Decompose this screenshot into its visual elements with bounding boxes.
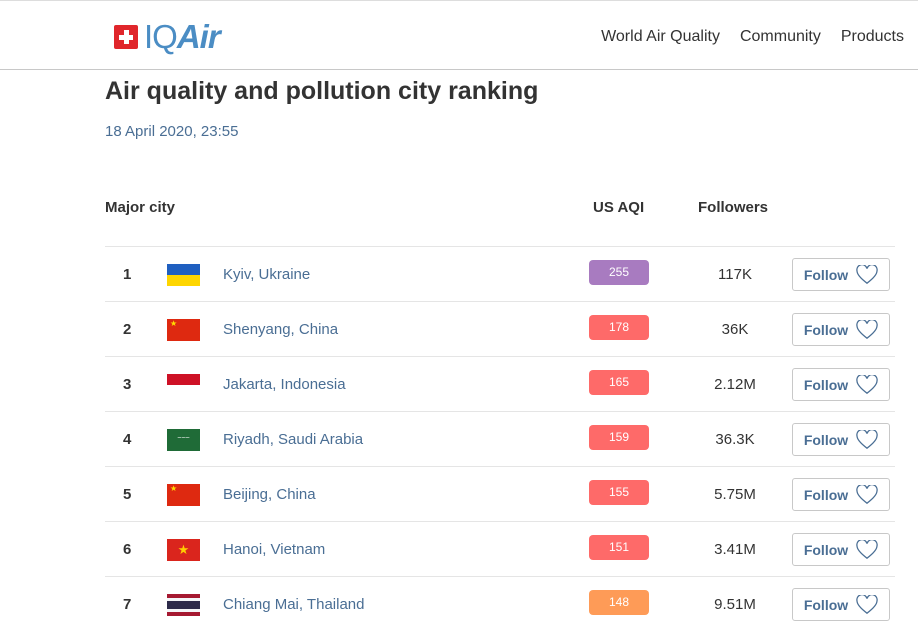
city-link[interactable]: Shenyang, China — [223, 321, 339, 338]
table-row: 6 ★ Hanoi, Vietnam 151 3.41M Follow — [105, 521, 895, 576]
rank: 7 — [123, 596, 132, 613]
follow-button[interactable]: Follow — [792, 368, 890, 401]
heart-icon — [856, 539, 878, 559]
saudi-arabia-flag-icon: ~~~ — [167, 429, 200, 451]
table-row: 3 Jakarta, Indonesia 165 2.12M Follow — [105, 356, 895, 411]
logo-text: IQAir — [144, 18, 221, 55]
follow-label: Follow — [803, 431, 849, 448]
vietnam-flag-icon: ★ — [167, 539, 200, 561]
aqi-badge: 148 — [589, 590, 649, 615]
heart-icon — [856, 429, 878, 449]
city-link[interactable]: Kyiv, Ukraine — [223, 266, 311, 283]
heart-icon — [856, 264, 878, 284]
page-title: Air quality and pollution city ranking — [105, 77, 539, 105]
aqi-badge: 155 — [589, 480, 649, 505]
followers-count: 36.3K — [715, 431, 755, 448]
heart-icon — [856, 374, 878, 394]
iqair-logo[interactable]: IQAir — [114, 18, 221, 55]
ranking-date: 18 April 2020, 23:55 — [105, 123, 239, 140]
follow-label: Follow — [803, 541, 849, 558]
table-row: 2 ★ Shenyang, China 178 36K Follow — [105, 301, 895, 356]
follow-button[interactable]: Follow — [792, 423, 890, 456]
header-us-aqi: US AQI — [593, 199, 645, 216]
follow-label: Follow — [803, 376, 849, 393]
aqi-badge: 159 — [589, 425, 649, 450]
swiss-flag-icon — [114, 25, 138, 49]
heart-icon — [856, 319, 878, 339]
rank: 4 — [123, 431, 132, 448]
follow-button[interactable]: Follow — [792, 533, 890, 566]
follow-label: Follow — [803, 486, 849, 503]
indonesia-flag-icon — [167, 374, 200, 396]
follow-button[interactable]: Follow — [792, 313, 890, 346]
aqi-badge: 178 — [589, 315, 649, 340]
header-major-city: Major city — [105, 199, 176, 216]
followers-count: 9.51M — [714, 596, 756, 613]
follow-label: Follow — [803, 266, 849, 283]
aqi-badge: 165 — [589, 370, 649, 395]
header: IQAir World Air Quality Community Produc… — [0, 1, 918, 70]
nav-community[interactable]: Community — [739, 28, 821, 45]
rank: 3 — [123, 376, 132, 393]
followers-count: 3.41M — [714, 541, 756, 558]
followers-count: 36K — [721, 321, 749, 338]
follow-button[interactable]: Follow — [792, 258, 890, 291]
follow-label: Follow — [803, 596, 849, 613]
city-link[interactable]: Jakarta, Indonesia — [223, 376, 346, 393]
city-link[interactable]: Riyadh, Saudi Arabia — [223, 431, 364, 448]
followers-count: 117K — [718, 266, 752, 283]
header-followers: Followers — [698, 199, 769, 216]
aqi-badge: 151 — [589, 535, 649, 560]
city-link[interactable]: Beijing, China — [223, 486, 316, 503]
follow-button[interactable]: Follow — [792, 478, 890, 511]
city-link[interactable]: Hanoi, Vietnam — [223, 541, 326, 558]
rank: 6 — [123, 541, 132, 558]
table-row: 5 ★ Beijing, China 155 5.75M Follow — [105, 466, 895, 521]
city-link[interactable]: Chiang Mai, Thailand — [223, 596, 365, 613]
follow-label: Follow — [803, 321, 849, 338]
rank: 1 — [123, 266, 132, 283]
nav-products[interactable]: Products — [840, 28, 904, 45]
rank: 2 — [123, 321, 132, 338]
ukraine-flag-icon — [167, 264, 200, 286]
main-nav: World Air Quality Community Products — [601, 28, 904, 46]
china-flag-icon: ★ — [167, 484, 200, 506]
followers-count: 2.12M — [714, 376, 756, 393]
followers-count: 5.75M — [714, 486, 756, 503]
thailand-flag-icon — [167, 594, 200, 616]
rank: 5 — [123, 486, 132, 503]
table-row: 7 Chiang Mai, Thailand 148 9.51M Follow — [105, 576, 895, 631]
nav-world-air-quality[interactable]: World Air Quality — [601, 28, 720, 45]
table-row: 1 Kyiv, Ukraine 255 117K Follow — [105, 246, 895, 301]
heart-icon — [856, 594, 878, 614]
follow-button[interactable]: Follow — [792, 588, 890, 621]
china-flag-icon: ★ — [167, 319, 200, 341]
table-row: 4 ~~~ Riyadh, Saudi Arabia 159 36.3K Fol… — [105, 411, 895, 466]
heart-icon — [856, 484, 878, 504]
aqi-badge: 255 — [589, 260, 649, 285]
